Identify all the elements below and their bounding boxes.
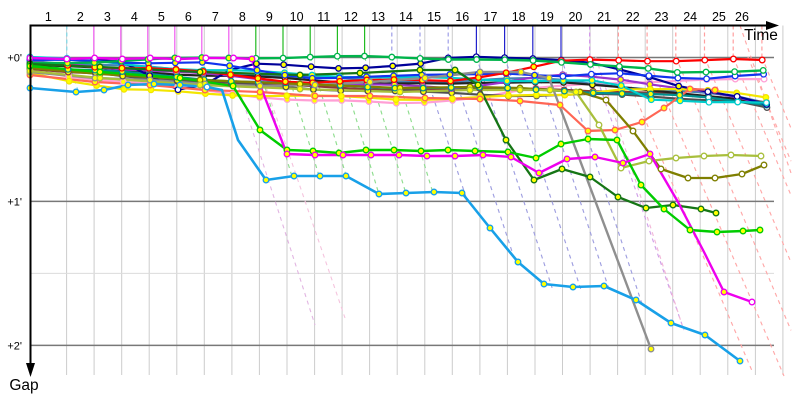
svg-text:25: 25 — [712, 10, 726, 24]
svg-text:15: 15 — [427, 10, 441, 24]
svg-text:26: 26 — [735, 10, 749, 24]
svg-text:1: 1 — [45, 10, 52, 24]
svg-text:14: 14 — [399, 10, 413, 24]
svg-text:23: 23 — [655, 10, 669, 24]
svg-text:+2': +2' — [7, 340, 22, 352]
svg-text:20: 20 — [568, 10, 582, 24]
svg-text:11: 11 — [317, 10, 330, 24]
svg-text:17: 17 — [484, 10, 498, 24]
svg-text:2: 2 — [77, 10, 84, 24]
svg-text:10: 10 — [290, 10, 304, 24]
svg-text:24: 24 — [683, 10, 697, 24]
svg-text:Gap: Gap — [9, 377, 38, 394]
svg-text:+0': +0' — [7, 53, 22, 65]
svg-text:16: 16 — [455, 10, 469, 24]
svg-text:3: 3 — [104, 10, 111, 24]
svg-text:19: 19 — [540, 10, 554, 24]
svg-text:4: 4 — [131, 10, 138, 24]
svg-text:21: 21 — [597, 10, 611, 24]
svg-text:13: 13 — [371, 10, 385, 24]
svg-text:Time: Time — [744, 27, 778, 44]
svg-text:+1': +1' — [7, 196, 22, 208]
svg-text:7: 7 — [212, 10, 219, 24]
svg-text:6: 6 — [185, 10, 192, 24]
svg-text:5: 5 — [158, 10, 165, 24]
svg-text:18: 18 — [512, 10, 526, 24]
svg-text:8: 8 — [239, 10, 246, 24]
svg-text:12: 12 — [344, 10, 358, 24]
svg-text:9: 9 — [266, 10, 273, 24]
svg-text:22: 22 — [626, 10, 640, 24]
